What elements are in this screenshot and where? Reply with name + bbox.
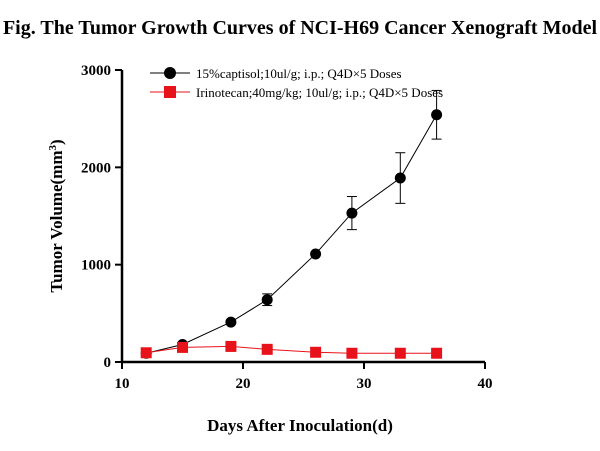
series-0 <box>140 89 443 359</box>
x-tick-label-20: 20 <box>236 376 251 392</box>
data-point-1-4 <box>310 346 322 358</box>
x-tick-label-30: 30 <box>357 376 372 392</box>
ticks: 0 1000 2000 3000 10 20 30 40 <box>81 63 493 392</box>
data-point-1-0 <box>140 347 152 359</box>
legend-entry-vehicle: 15%captisol;10ul/g; i.p.; Q4D×5 Doses <box>150 66 402 81</box>
series-1-line <box>146 345 437 354</box>
y-tick-label-2000: 2000 <box>81 160 111 176</box>
y-tick-label-3000: 3000 <box>81 63 111 79</box>
data-point-1-6 <box>394 347 406 359</box>
legend-marker-vehicle <box>164 67 176 79</box>
data-point-0-2 <box>225 316 237 328</box>
legend-label-irinotecan: Irinotecan;40mg/kg; 10ul/g; i.p.; Q4D×5 … <box>196 85 443 100</box>
data-point-0-6 <box>394 172 406 184</box>
series-1 <box>140 340 443 359</box>
data-point-1-2 <box>225 340 237 352</box>
data-point-1-5 <box>346 347 358 359</box>
legend-marker-irinotecan <box>164 86 176 98</box>
legend-label-vehicle: 15%captisol;10ul/g; i.p.; Q4D×5 Doses <box>196 66 402 81</box>
data-point-1-3 <box>261 343 273 355</box>
y-axis-label: Tumor Volume(mm3) <box>47 139 66 292</box>
x-axis-label: Days After Inoculation(d) <box>207 416 393 435</box>
y-axis-label-main: Tumor Volume(mm <box>47 151 66 293</box>
data-point-1-1 <box>177 341 188 353</box>
y-tick-label-1000: 1000 <box>81 258 111 274</box>
x-tick-label-40: 40 <box>478 376 493 392</box>
data-point-1-7 <box>431 347 443 359</box>
data-point-0-5 <box>346 207 358 219</box>
y-axis-label-superscript: 3 <box>47 145 59 151</box>
series-0-line <box>146 114 438 354</box>
data-point-0-4 <box>310 248 322 260</box>
plot-area <box>140 89 443 359</box>
data-point-0-3 <box>261 294 273 306</box>
legend: 15%captisol;10ul/g; i.p.; Q4D×5 Doses Ir… <box>150 66 443 100</box>
legend-entry-irinotecan: Irinotecan;40mg/kg; 10ul/g; i.p.; Q4D×5 … <box>150 85 443 100</box>
data-point-0-7 <box>431 109 443 121</box>
x-tick-label-10: 10 <box>115 376 130 392</box>
chart-title: Fig. The Tumor Growth Curves of NCI-H69 … <box>3 17 597 39</box>
y-axis-label-close: ) <box>47 139 66 145</box>
y-tick-label-0: 0 <box>104 355 112 371</box>
axes <box>120 70 485 364</box>
